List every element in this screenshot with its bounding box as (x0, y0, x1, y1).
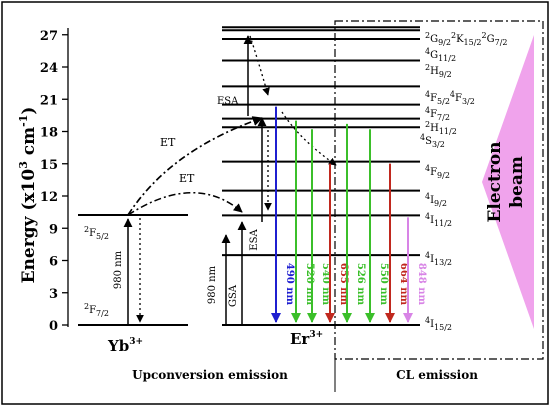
electron-beam (482, 35, 534, 329)
emission-label: 848 nm (416, 263, 427, 306)
emission-label: 540 nm (320, 263, 331, 306)
yb-ion: 2F7/2 2F5/2 980 nm Yb3+ (78, 214, 188, 355)
gsa-label: GSA (228, 284, 239, 307)
yb-ion-label: Yb3+ (107, 337, 143, 355)
y-tick-label: 27 (40, 29, 58, 44)
er-label-4i92: 4I9/2 (425, 192, 447, 208)
er-levels (222, 26, 420, 326)
y-tick-label: 0 (49, 319, 58, 334)
nonradiative-decay-lower (281, 111, 337, 166)
emission-label: 526 nm (355, 263, 366, 306)
er-label-4f52: 4F5/24F3/2 (425, 90, 475, 106)
emission-arrows: 490 nm 520 nm 540 nm 655 nm 526 nm 550 nm 664 … (271, 106, 427, 323)
yb-ground-label: 2F7/2 (84, 302, 109, 318)
er-label-4s32: 4S3/2 (420, 133, 445, 149)
yb-excited-label: 2F5/2 (84, 225, 109, 241)
et-path-lower (127, 192, 243, 216)
er-label-2g92: 2G9/22K15/22G7/2 (425, 31, 507, 47)
emission-label: 664 nm (398, 263, 409, 306)
er-label-4i132: 4I13/2 (425, 251, 452, 267)
er-label-4g112: 4G11/2 (425, 47, 456, 63)
y-tick-label: 9 (49, 222, 58, 237)
er-label-4i152: 4I15/2 (425, 316, 452, 332)
y-tick-label: 18 (40, 126, 58, 141)
er-ion-label: Er3+ (290, 330, 323, 348)
er-label-4f72: 4F7/2 (425, 106, 450, 122)
er-label-4f92: 4F9/2 (425, 164, 450, 180)
er-label-4i112: 4I11/2 (425, 212, 452, 228)
esa-label-upper: ESA (217, 96, 239, 107)
y-tick-label: 15 (40, 158, 58, 173)
y-tick-label: 12 (40, 190, 58, 205)
emission-label: 550 nm (378, 263, 389, 306)
et-label-lower: ET (179, 172, 195, 185)
er-level-labels: 2G9/22K15/22G7/2 4G11/2 2H9/2 4F5/24F3/2… (420, 31, 507, 332)
esa-label-lower: ESA (249, 229, 260, 251)
y-tick-label: 3 (49, 287, 58, 302)
emission-label: 490 nm (284, 263, 295, 306)
cl-caption: CL emission (396, 368, 478, 382)
cl-region-box (334, 20, 544, 360)
electron-beam-label: Electron beam (485, 141, 527, 222)
emission-label: 655 nm (338, 263, 349, 306)
y-tick-label: 24 (40, 61, 58, 76)
er-pump-label: 980 nm (207, 265, 218, 304)
et-label-upper: ET (160, 136, 176, 149)
et-path-upper (127, 116, 263, 216)
y-axis-ticks: 0 3 6 9 12 15 18 21 24 27 (40, 29, 68, 334)
er-label-2h92: 2H9/2 (425, 63, 452, 79)
y-axis-label: Energy (x103 cm-1) (17, 107, 39, 284)
yb-pump-label: 980 nm (113, 250, 124, 289)
y-tick-label: 6 (49, 255, 58, 270)
er-label-2h112: 2H11/2 (425, 120, 457, 136)
nonradiative-decay-upper (249, 35, 270, 96)
emission-label: 520 nm (304, 263, 315, 306)
er-absorption: 980 nm GSA ESA ESA (207, 35, 337, 325)
upconversion-caption: Upconversion emission (132, 368, 288, 382)
energy-transfer-paths: ET ET (127, 116, 263, 216)
y-tick-label: 21 (40, 93, 58, 108)
